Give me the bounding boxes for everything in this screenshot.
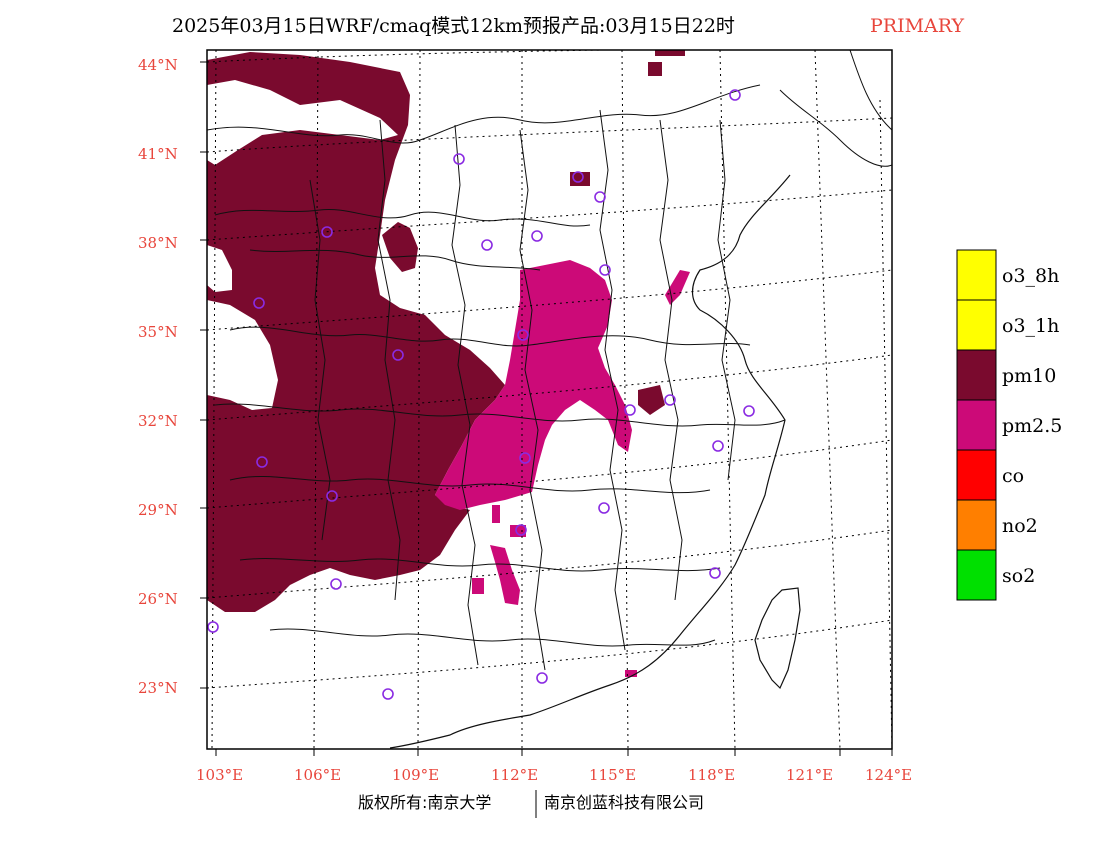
pm10-region (207, 52, 505, 612)
station-markers (207, 89, 755, 700)
pm25-patch-south-1 (490, 545, 520, 605)
lon-label: 121°E (786, 766, 833, 784)
clean-area-mongolia (207, 80, 398, 165)
lon-label: 124°E (865, 766, 912, 784)
station-marker (515, 524, 527, 536)
legend-label-pm2.5: pm2.5 (1002, 415, 1062, 437)
map-title: 2025年03月15日WRF/cmaq模式12km预报产品:03月15日22时 (172, 15, 735, 37)
legend-swatch-so2 (956, 549, 997, 601)
station-marker (256, 456, 268, 468)
station-marker (624, 404, 636, 416)
legend-swatch-o3_1h (956, 299, 997, 351)
pm25-patch-coast-2 (625, 670, 637, 677)
footer-copyright: 版权所有:南京大学 (358, 793, 491, 812)
lon-label: 106°E (294, 766, 341, 784)
pm10-patch-ordos (382, 222, 418, 272)
station-marker (326, 490, 338, 502)
station-marker (253, 297, 265, 309)
station-marker (519, 452, 531, 464)
station-marker (382, 688, 394, 700)
station-marker (709, 567, 721, 579)
legend: o3_8h o3_1h pm10 pm2.5 co no2 so2 (956, 249, 1062, 601)
lat-labels: 44°N 41°N 38°N 35°N 32°N 29°N 26°N 23°N (138, 56, 178, 697)
legend-label-no2: no2 (1002, 515, 1038, 537)
pm25-patch-south-3 (472, 578, 484, 594)
legend-label-o3_8h: o3_8h (1002, 265, 1059, 287)
legend-swatch-pm2.5 (956, 399, 997, 451)
graticule (207, 50, 892, 749)
station-marker (392, 349, 404, 361)
station-marker (330, 578, 342, 590)
legend-label-so2: so2 (1002, 565, 1035, 587)
pm10-patch-north-1 (648, 62, 662, 76)
station-marker (594, 191, 606, 203)
lon-label: 109°E (392, 766, 439, 784)
clean-area-qinghai (207, 300, 278, 410)
pm10-patch-beijing (570, 172, 590, 186)
clean-area-gansu (207, 245, 232, 292)
lat-label: 23°N (138, 679, 178, 697)
lon-label: 112°E (491, 766, 538, 784)
lat-label: 38°N (138, 234, 178, 252)
province-boundaries (207, 50, 892, 671)
station-marker (572, 171, 584, 183)
lat-label: 26°N (138, 590, 178, 608)
pm25-patch-south-2 (510, 525, 526, 537)
primary-tag: PRIMARY (870, 15, 964, 37)
lat-label: 35°N (138, 323, 178, 341)
station-marker (729, 89, 741, 101)
lon-label: 103°E (196, 766, 243, 784)
legend-swatch-pm10 (956, 349, 997, 401)
pm25-patch-south-4 (492, 505, 500, 523)
lon-label: 115°E (589, 766, 636, 784)
station-marker (207, 621, 219, 633)
legend-swatch-co (956, 449, 997, 501)
legend-label-pm10: pm10 (1002, 365, 1056, 387)
map-frame (206, 49, 893, 750)
pm10-patch-shandong (638, 385, 665, 415)
station-marker (743, 405, 755, 417)
station-marker (712, 440, 724, 452)
station-marker (531, 230, 543, 242)
lat-label: 32°N (138, 412, 178, 430)
lat-label: 29°N (138, 501, 178, 519)
taiwan-outline (754, 587, 801, 690)
legend-label-o3_1h: o3_1h (1002, 315, 1059, 337)
station-marker (517, 329, 529, 341)
legend-swatch-o3_8h (956, 249, 997, 301)
map-panel (207, 50, 892, 749)
legend-swatch-no2 (956, 499, 997, 551)
tick-marks (200, 61, 893, 756)
station-marker (453, 153, 465, 165)
station-marker (536, 672, 548, 684)
station-marker (598, 502, 610, 514)
legend-label-co: co (1002, 465, 1024, 487)
pm25-region (435, 260, 632, 510)
lon-labels: 103°E 106°E 109°E 112°E 115°E 118°E 121°… (196, 766, 912, 784)
station-marker (481, 239, 493, 251)
coastline (389, 174, 791, 749)
footer-company: 南京创蓝科技有限公司 (544, 793, 704, 812)
pm10-patch-north-2 (655, 50, 685, 56)
lat-label: 44°N (138, 56, 178, 74)
station-marker (321, 226, 333, 238)
lat-label: 41°N (138, 145, 178, 163)
station-marker (664, 394, 676, 406)
station-marker (599, 264, 611, 276)
lon-label: 118°E (688, 766, 735, 784)
